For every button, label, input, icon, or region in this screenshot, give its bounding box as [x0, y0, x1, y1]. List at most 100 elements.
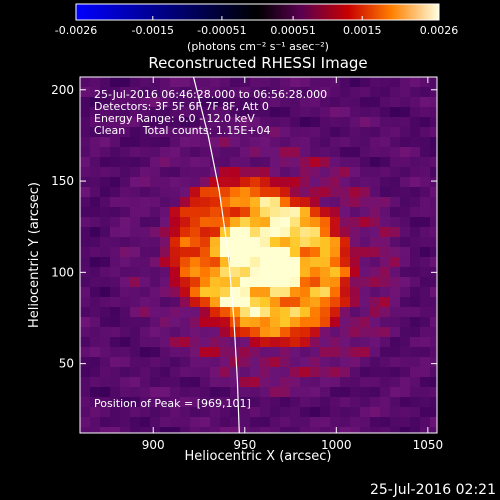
heatmap-cell — [270, 87, 280, 97]
heatmap-cell — [320, 207, 330, 217]
heatmap-cell — [80, 217, 90, 227]
heatmap-cell — [260, 177, 270, 187]
heatmap-cell — [120, 287, 130, 297]
heatmap-cell — [90, 147, 100, 157]
heatmap-cell — [240, 217, 250, 227]
heatmap-cell — [300, 117, 310, 127]
heatmap-cell — [230, 347, 240, 357]
heatmap-cell — [160, 77, 170, 87]
heatmap-cell — [150, 97, 160, 107]
heatmap-cell — [340, 137, 350, 147]
heatmap-cell — [90, 337, 100, 347]
heatmap-cell — [220, 217, 230, 227]
heatmap-cell — [410, 377, 420, 387]
heatmap-cell — [410, 287, 420, 297]
heatmap-cell — [140, 337, 150, 347]
heatmap-cell — [90, 97, 100, 107]
heatmap-cell — [330, 297, 340, 307]
heatmap-cell — [360, 117, 370, 127]
heatmap-cell — [280, 247, 290, 257]
heatmap-cell — [230, 297, 240, 307]
heatmap-cell — [420, 217, 430, 227]
heatmap-cell — [390, 287, 400, 297]
heatmap-cell — [180, 427, 190, 433]
heatmap-cell — [340, 427, 350, 433]
heatmap-cell — [310, 407, 320, 417]
heatmap-cell — [300, 187, 310, 197]
heatmap-cell — [390, 397, 400, 407]
heatmap-cell — [220, 117, 230, 127]
heatmap-cell — [120, 257, 130, 267]
heatmap-cell — [340, 217, 350, 227]
heatmap-cell — [90, 267, 100, 277]
heatmap-cell — [220, 257, 230, 267]
heatmap-cell — [350, 307, 360, 317]
heatmap-cell — [330, 377, 340, 387]
heatmap-cell — [240, 147, 250, 157]
heatmap-cell — [170, 117, 180, 127]
heatmap-cell — [300, 287, 310, 297]
heatmap-cell — [180, 167, 190, 177]
heatmap-cell — [320, 97, 330, 107]
heatmap-cell — [100, 87, 110, 97]
heatmap-cell — [310, 117, 320, 127]
heatmap-cell — [390, 297, 400, 307]
heatmap-cell — [190, 237, 200, 247]
heatmap-cell — [110, 337, 120, 347]
heatmap-cell — [120, 267, 130, 277]
heatmap-cell — [330, 287, 340, 297]
heatmap-cell — [230, 397, 240, 407]
heatmap-cell — [130, 327, 140, 337]
heatmap-cell — [240, 377, 250, 387]
heatmap-cell — [290, 217, 300, 227]
heatmap-cell — [230, 307, 240, 317]
heatmap-cell — [140, 97, 150, 107]
heatmap-cell — [320, 217, 330, 227]
heatmap-cell — [220, 427, 230, 433]
heatmap-cell — [380, 307, 390, 317]
heatmap-cell — [380, 377, 390, 387]
heatmap-cell — [380, 167, 390, 177]
heatmap-cell — [320, 317, 330, 327]
heatmap-cell — [300, 387, 310, 397]
heatmap-cell — [220, 97, 230, 107]
heatmap-cell — [100, 257, 110, 267]
heatmap-cell — [220, 367, 230, 377]
heatmap-cell — [410, 117, 420, 127]
heatmap-cell — [170, 347, 180, 357]
heatmap-cell — [270, 157, 280, 167]
heatmap-cell — [300, 277, 310, 287]
heatmap-cell — [230, 167, 240, 177]
heatmap-cell — [400, 307, 410, 317]
heatmap-cell — [80, 407, 90, 417]
heatmap-cell — [270, 287, 280, 297]
heatmap-cell — [420, 197, 430, 207]
heatmap-cell — [140, 267, 150, 277]
heatmap-cell — [400, 157, 410, 167]
heatmap-cell — [290, 147, 300, 157]
heatmap-cell — [330, 407, 340, 417]
heatmap-cell — [220, 247, 230, 257]
heatmap-cell — [230, 417, 240, 427]
heatmap-cell — [330, 257, 340, 267]
heatmap-cell — [200, 377, 210, 387]
heatmap-cell — [230, 317, 240, 327]
heatmap-cell — [120, 357, 130, 367]
heatmap-cell — [250, 87, 260, 97]
heatmap-cell — [220, 207, 230, 217]
heatmap-cell — [120, 317, 130, 327]
heatmap-cell — [80, 287, 90, 297]
heatmap-cell — [240, 367, 250, 377]
heatmap-cell — [100, 337, 110, 347]
heatmap-cell — [350, 367, 360, 377]
heatmap-cell — [260, 257, 270, 267]
heatmap-cell — [280, 137, 290, 147]
heatmap-cell — [80, 347, 90, 357]
heatmap-cell — [360, 287, 370, 297]
heatmap-cell — [340, 87, 350, 97]
heatmap-cell — [250, 287, 260, 297]
y-tick-label: 100 — [51, 265, 74, 279]
heatmap-cell — [340, 177, 350, 187]
heatmap-cell — [210, 227, 220, 237]
heatmap-cell — [290, 307, 300, 317]
